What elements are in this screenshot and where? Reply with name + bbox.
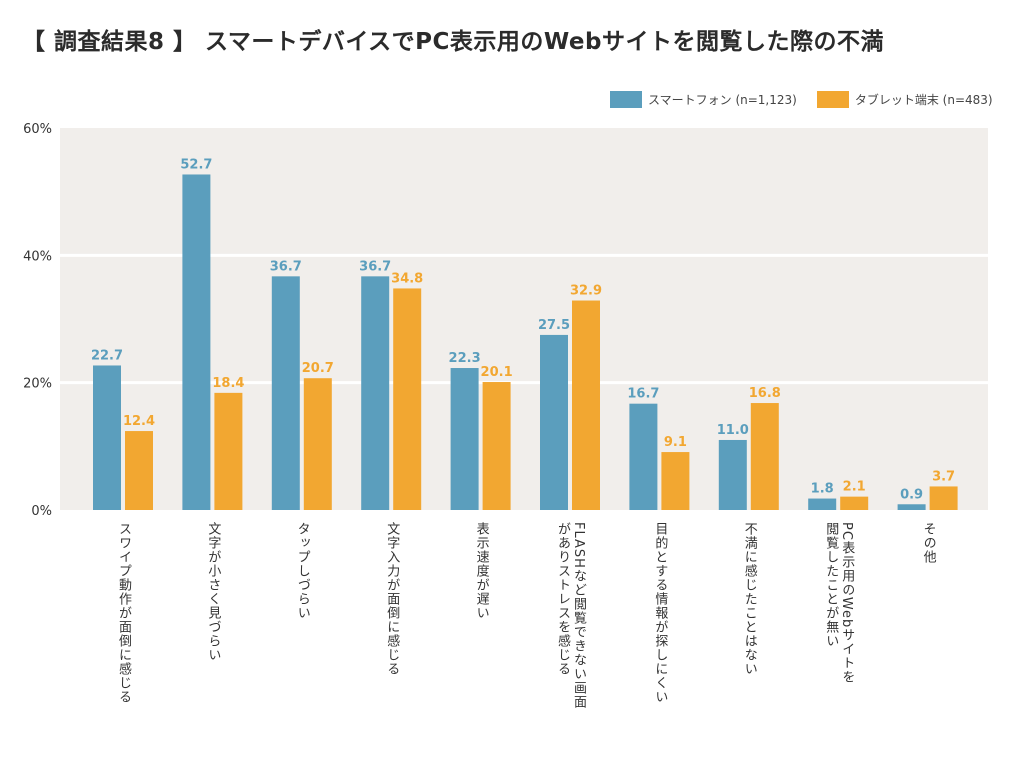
bar-smartphone [897, 504, 926, 510]
data-label-smartphone: 36.7 [359, 259, 391, 274]
category-label: FLASHなど閲覧できない画面 がありストレスを感じる [555, 522, 586, 709]
data-label-smartphone: 22.7 [91, 348, 123, 363]
category-label: PC表示用のWebサイトを 閲覧したことが無い [823, 522, 855, 685]
bar-smartphone [718, 439, 747, 510]
data-label-smartphone: 52.7 [180, 157, 212, 172]
bar-smartphone [450, 368, 479, 510]
legend-label-tablet: タブレット端末 (n=483) [854, 93, 993, 107]
bar-smartphone [540, 334, 568, 510]
bar-tablet [572, 300, 600, 510]
legend-item-smartphone: スマートフォン (n=1,123) [610, 91, 797, 108]
bar-smartphone [271, 276, 300, 510]
category-label: スワイプ動作が面倒に感じる [116, 522, 131, 704]
legend-swatch-tablet [816, 91, 849, 108]
category-label: 目的とする情報が探しにくい [652, 522, 668, 704]
data-label-tablet: 34.8 [391, 271, 423, 286]
y-tick-label: 20% [23, 377, 52, 392]
data-label-tablet: 12.4 [123, 414, 155, 429]
category-label: 文字が小さく見づらい [205, 522, 221, 662]
data-label-tablet: 32.9 [570, 284, 602, 299]
legend-swatch-smartphone [610, 91, 642, 108]
page-title: 【 調査結果8 】 スマートデバイスでPC表示用のWebサイトを閲覧した際の不満 [22, 29, 884, 55]
bar-smartphone [182, 174, 211, 510]
data-label-tablet: 2.1 [843, 480, 866, 495]
y-axis: 0% 20% 40% 60% [23, 122, 52, 519]
category-label: その他 [920, 522, 936, 564]
category-label: 文字入力が面倒に感じる [384, 522, 400, 676]
bar-smartphone [93, 365, 121, 510]
data-label-smartphone: 27.5 [538, 318, 570, 333]
bar-tablet [750, 403, 779, 510]
data-label-tablet: 16.8 [749, 386, 781, 401]
bars [93, 174, 958, 510]
bar-tablet [661, 452, 690, 510]
bar-tablet [303, 378, 332, 510]
data-label-smartphone: 1.8 [811, 482, 834, 497]
data-label-tablet: 3.7 [932, 469, 955, 484]
bar-tablet [482, 382, 511, 510]
bar-tablet [214, 392, 243, 510]
data-label-tablet: 18.4 [212, 376, 244, 391]
y-tick-label: 60% [23, 122, 52, 137]
bar-smartphone [808, 498, 837, 510]
bar-tablet [840, 496, 869, 510]
bar-tablet [125, 431, 153, 510]
data-label-smartphone: 16.7 [627, 387, 659, 402]
category-label: 不満に感じたことはない [741, 522, 757, 676]
data-label-tablet: 20.7 [302, 361, 334, 376]
data-label-smartphone: 36.7 [270, 259, 302, 274]
chart-legend: スマートフォン (n=1,123) タブレット端末 (n=483) [610, 91, 1013, 108]
legend-item-tablet: タブレット端末 (n=483) [816, 91, 993, 108]
bar-smartphone [361, 276, 390, 510]
gridlines [60, 253, 988, 385]
category-label: 表示速度が遅い [473, 522, 489, 620]
data-label-smartphone: 11.0 [717, 423, 749, 438]
category-label: タップしづらい [294, 522, 310, 620]
bar-tablet [393, 288, 422, 510]
data-label-tablet: 9.1 [664, 435, 687, 450]
data-label-tablet: 20.1 [481, 365, 513, 380]
y-tick-label: 40% [23, 249, 52, 264]
data-labels: 22.712.452.718.436.720.736.734.822.320.1… [91, 157, 955, 502]
legend-label-smartphone: スマートフォン (n=1,123) [648, 93, 797, 107]
data-label-smartphone: 22.3 [449, 351, 481, 366]
bar-tablet [929, 486, 958, 510]
y-tick-label: 0% [31, 504, 52, 519]
bar-smartphone [629, 403, 658, 510]
data-label-smartphone: 0.9 [900, 487, 923, 502]
